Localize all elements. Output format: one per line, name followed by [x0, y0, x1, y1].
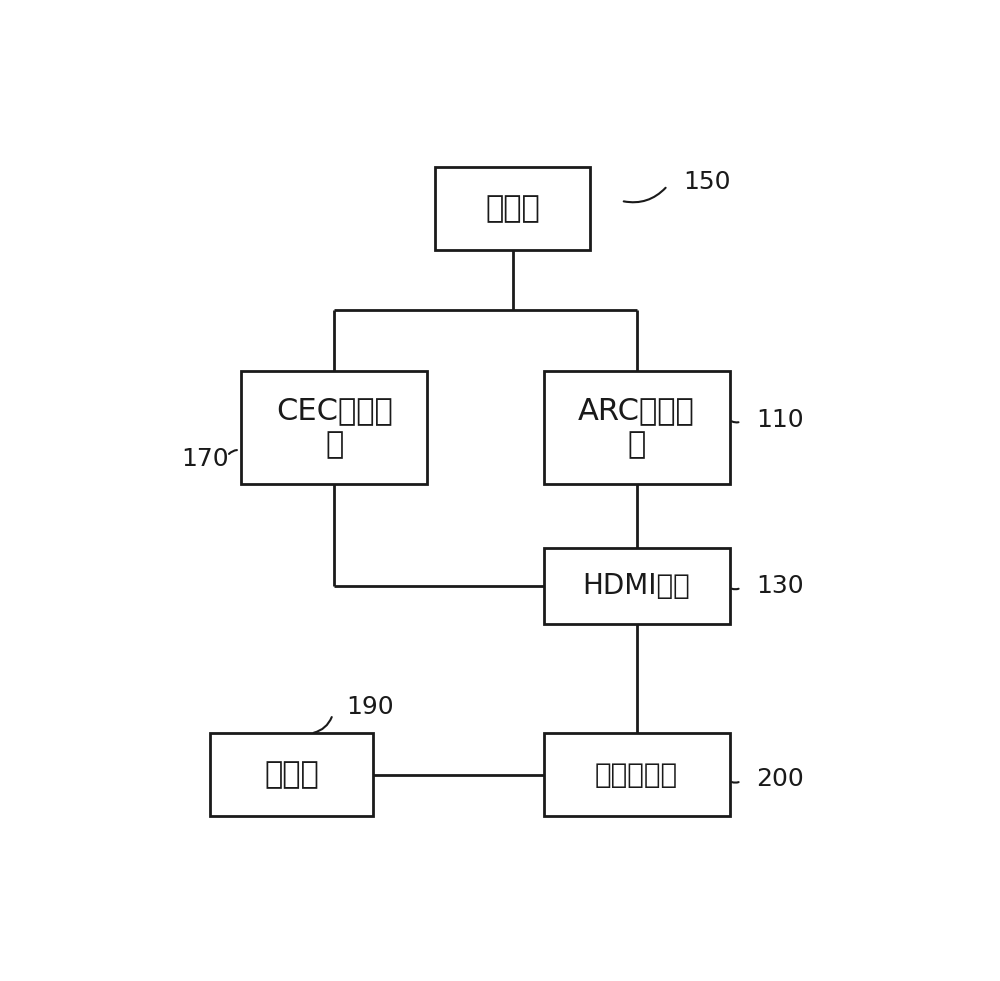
Text: ARC检测装
置: ARC检测装 置 [578, 396, 695, 459]
Bar [241, 371, 427, 484]
Text: 170: 170 [181, 447, 228, 471]
Text: CEC通信装
置: CEC通信装 置 [276, 396, 393, 459]
Bar [210, 734, 373, 816]
Text: 上位机: 上位机 [485, 194, 540, 223]
Text: 200: 200 [757, 767, 804, 791]
Text: 信号源: 信号源 [264, 760, 319, 790]
Bar [544, 548, 730, 624]
Bar [544, 371, 730, 484]
Text: HDMI端口: HDMI端口 [583, 572, 690, 600]
Text: 150: 150 [683, 170, 730, 194]
Text: 电视电路板: 电视电路板 [595, 761, 678, 789]
Bar [435, 167, 590, 250]
Bar [544, 734, 730, 816]
Text: 130: 130 [757, 574, 804, 598]
Text: 190: 190 [346, 695, 394, 719]
Text: 110: 110 [757, 408, 804, 432]
